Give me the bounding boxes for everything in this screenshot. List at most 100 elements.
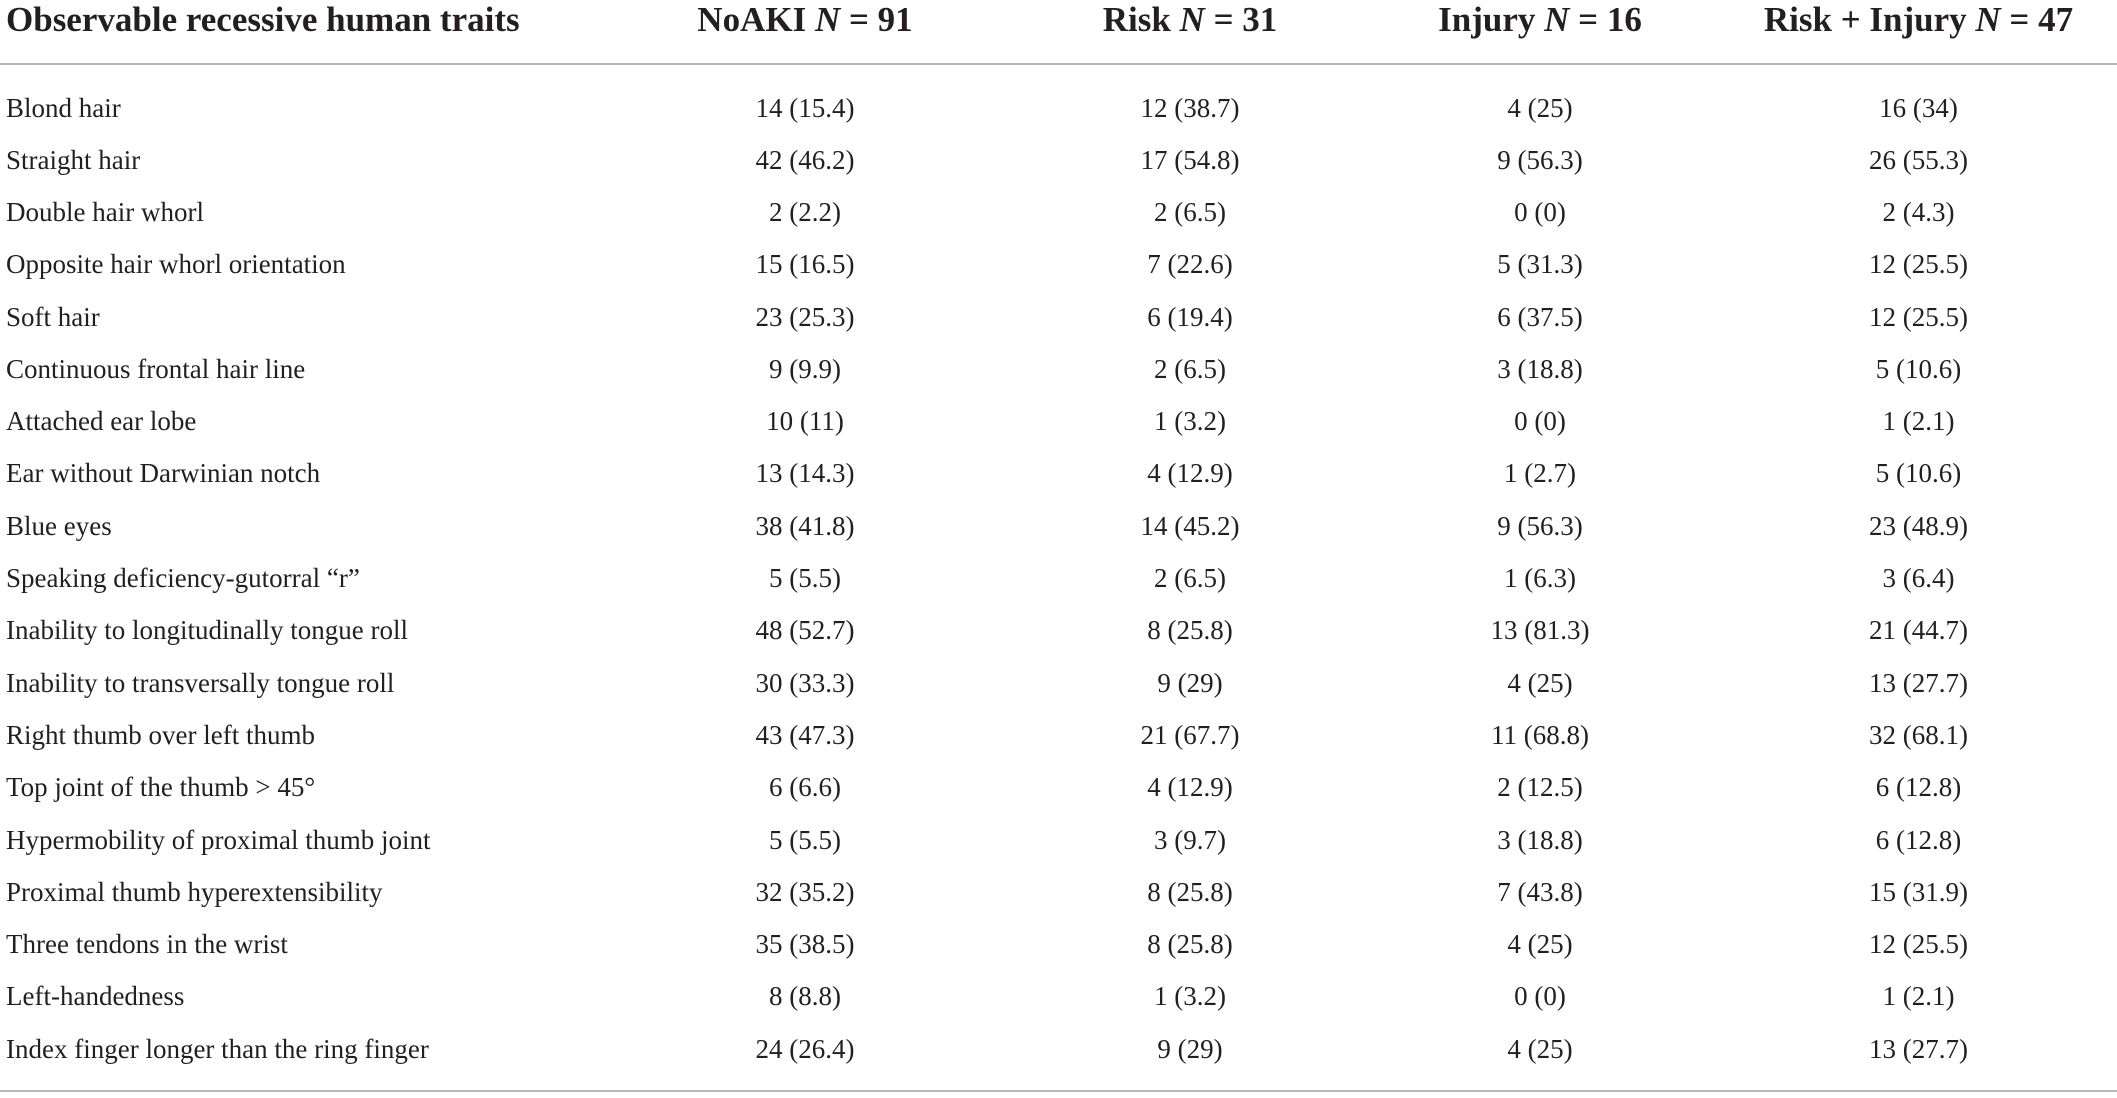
trait-cell: Inability to longitudinally tongue roll <box>6 615 408 646</box>
risk-injury-cell: 21 (44.7) <box>1869 615 1968 646</box>
risk-injury-cell: 2 (4.3) <box>1882 196 1955 227</box>
risk-cell: 1 (3.2) <box>1154 406 1226 437</box>
header-noaki-n-value: = 91 <box>840 0 913 39</box>
trait-cell: Hypermobility of proximal thumb joint <box>6 824 431 855</box>
trait-cell: Attached ear lobe <box>6 406 197 437</box>
table-row: Speaking deficiency-gutorral “r” 5 (5.5) 2… <box>0 552 2117 604</box>
trait-cell: Inability to transversally tongue roll <box>6 667 395 698</box>
injury-cell: 6 (37.5) <box>1497 301 1583 332</box>
noaki-cell: 5 (5.5) <box>769 824 841 855</box>
table-row: Hypermobility of proximal thumb joint 5 (… <box>0 814 2117 866</box>
risk-cell: 7 (22.6) <box>1147 249 1233 280</box>
injury-cell: 7 (43.8) <box>1497 876 1583 907</box>
trait-cell: Left-handedness <box>6 981 185 1012</box>
table-row: Straight hair 42 (46.2) 17 (54.8) 9 (56.3) 2… <box>0 134 2117 186</box>
risk-cell: 8 (25.8) <box>1147 876 1233 907</box>
trait-cell: Soft hair <box>6 301 100 332</box>
injury-cell: 3 (18.8) <box>1497 824 1583 855</box>
risk-cell: 1 (3.2) <box>1154 981 1226 1012</box>
risk-injury-cell: 13 (27.7) <box>1869 667 1968 698</box>
trait-cell: Three tendons in the wrist <box>6 929 288 960</box>
header-trait: Observable recessive human traits <box>0 0 590 65</box>
noaki-cell: 30 (33.3) <box>755 667 855 698</box>
injury-cell: 5 (31.3) <box>1497 249 1583 280</box>
table-row: Soft hair 23 (25.3) 6 (19.4) 6 (37.5) 12 (25… <box>0 291 2117 343</box>
table-row: Three tendons in the wrist 35 (38.5) 8 (25… <box>0 918 2117 970</box>
table-row: Right thumb over left thumb 43 (47.3) 21 (… <box>0 709 2117 761</box>
noaki-cell: 6 (6.6) <box>769 772 841 803</box>
header-risk-injury-n-value: = 47 <box>2000 0 2074 39</box>
table-row: Inability to longitudinally tongue roll 4… <box>0 605 2117 657</box>
injury-cell: 0 (0) <box>1514 981 1566 1012</box>
table-row: Blond hair 14 (15.4) 12 (38.7) 4 (25) 16 (34… <box>0 64 2117 134</box>
risk-cell: 8 (25.8) <box>1147 615 1233 646</box>
risk-cell: 2 (6.5) <box>1154 353 1226 384</box>
table-row: Proximal thumb hyperextensibility 32 (35.… <box>0 866 2117 918</box>
noaki-cell: 23 (25.3) <box>755 301 855 332</box>
risk-injury-cell: 32 (68.1) <box>1869 719 1968 750</box>
trait-cell: Speaking deficiency-gutorral “r” <box>6 563 360 594</box>
table-row: Top joint of the thumb > 45° 6 (6.6) 4 (12… <box>0 762 2117 814</box>
injury-cell: 1 (6.3) <box>1504 563 1576 594</box>
header-risk-n-symbol: N <box>1179 0 1205 39</box>
injury-cell: 1 (2.7) <box>1504 458 1576 489</box>
table-row: Double hair whorl 2 (2.2) 2 (6.5) 0 (0) 2 (4… <box>0 186 2117 238</box>
risk-injury-cell: 6 (12.8) <box>1875 772 1962 803</box>
risk-cell: 9 (29) <box>1157 667 1223 698</box>
trait-cell: Blue eyes <box>6 510 112 541</box>
risk-cell: 17 (54.8) <box>1140 144 1240 175</box>
table-header: Observable recessive human traits NoAKI … <box>0 0 2117 65</box>
risk-cell: 6 (19.4) <box>1147 301 1233 332</box>
table-row: Index finger longer than the ring finger… <box>0 1023 2117 1093</box>
table-row: Opposite hair whorl orientation 15 (16.5)… <box>0 239 2117 291</box>
risk-injury-cell: 12 (25.5) <box>1869 301 1968 332</box>
risk-injury-cell: 16 (34) <box>1879 93 1958 123</box>
risk-cell: 4 (12.9) <box>1147 772 1233 803</box>
risk-injury-cell: 26 (55.3) <box>1869 144 1968 175</box>
risk-cell: 2 (6.5) <box>1154 196 1226 227</box>
injury-cell: 4 (25) <box>1507 93 1573 123</box>
header-risk: Risk N = 31 <box>1020 0 1360 65</box>
risk-injury-cell: 12 (25.5) <box>1869 929 1968 960</box>
noaki-cell: 35 (38.5) <box>755 929 855 960</box>
risk-cell: 4 (12.9) <box>1147 458 1233 489</box>
header-noaki-n-symbol: N <box>814 0 841 39</box>
trait-cell: Right thumb over left thumb <box>6 719 315 750</box>
header-injury-n-symbol: N <box>1544 0 1570 39</box>
noaki-cell: 38 (41.8) <box>755 510 855 541</box>
risk-injury-cell: 13 (27.7) <box>1720 1023 2117 1093</box>
header-injury-label: Injury <box>1438 0 1545 39</box>
risk-cell: 9 (29) <box>1020 1023 1360 1093</box>
risk-injury-cell: 12 (25.5) <box>1869 249 1968 280</box>
trait-cell: Straight hair <box>6 144 141 175</box>
risk-cell: 8 (25.8) <box>1147 929 1233 960</box>
injury-cell: 2 (12.5) <box>1497 772 1583 803</box>
noaki-cell: 13 (14.3) <box>755 458 855 489</box>
table-body: Blond hair 14 (15.4) 12 (38.7) 4 (25) 16 (34… <box>0 64 2117 1093</box>
noaki-cell: 24 (26.4) <box>590 1023 1020 1093</box>
noaki-cell: 2 (2.2) <box>769 196 841 227</box>
noaki-cell: 14 (15.4) <box>755 93 855 123</box>
table-row: Ear without Darwinian notch 13 (14.3) 4 (1… <box>0 448 2117 500</box>
risk-injury-cell: 1 (2.1) <box>1882 406 1955 437</box>
injury-cell: 4 (25) <box>1507 929 1573 960</box>
header-risk-injury-n-symbol: N <box>1975 0 2001 39</box>
risk-injury-cell: 1 (2.1) <box>1882 981 1955 1012</box>
risk-cell: 21 (67.7) <box>1140 719 1240 750</box>
trait-cell: Opposite hair whorl orientation <box>6 249 346 280</box>
risk-cell: 14 (45.2) <box>1140 510 1240 541</box>
injury-cell: 9 (56.3) <box>1497 144 1583 175</box>
header-row: Observable recessive human traits NoAKI … <box>0 0 2117 65</box>
noaki-cell: 42 (46.2) <box>755 144 855 175</box>
header-risk-n-value: = 31 <box>1204 0 1278 39</box>
noaki-cell: 15 (16.5) <box>755 249 855 280</box>
noaki-cell: 8 (8.8) <box>769 981 841 1012</box>
injury-cell: 11 (68.8) <box>1491 719 1589 750</box>
header-risk-injury-label: Risk + Injury <box>1763 0 1976 39</box>
trait-cell: Top joint of the thumb > 45° <box>6 772 316 803</box>
risk-injury-cell: 15 (31.9) <box>1869 876 1968 907</box>
header-risk-label: Risk <box>1102 0 1180 39</box>
noaki-cell: 48 (52.7) <box>755 615 855 646</box>
trait-cell: Proximal thumb hyperextensibility <box>6 876 383 907</box>
